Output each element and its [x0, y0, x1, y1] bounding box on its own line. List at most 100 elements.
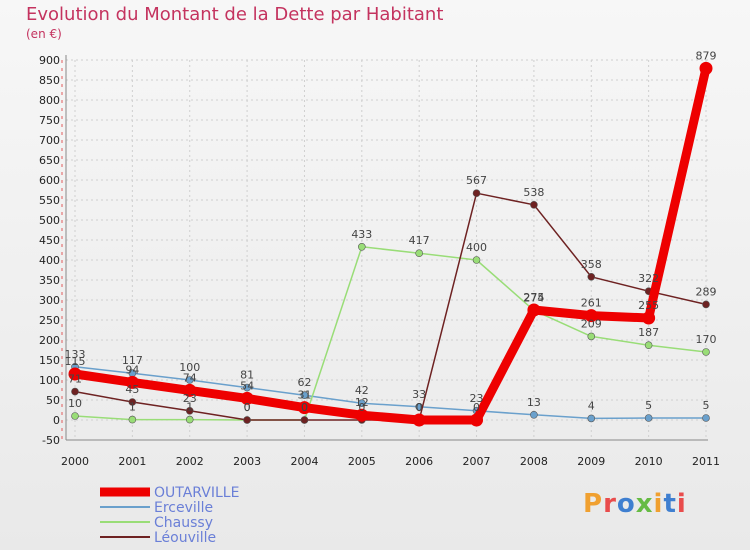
y-tick-label: 0	[53, 414, 60, 427]
data-label: 289	[696, 285, 717, 298]
data-point	[530, 201, 538, 209]
data-label: 45	[125, 383, 139, 396]
data-label: 170	[696, 333, 717, 346]
data-point	[584, 309, 598, 323]
y-tick-label: 300	[39, 294, 60, 307]
data-label: 10	[68, 397, 82, 410]
data-label: 81	[240, 369, 254, 382]
data-label: 23	[470, 392, 484, 405]
y-tick-label: 450	[39, 234, 60, 247]
data-label: 0	[416, 401, 423, 414]
data-point	[71, 412, 79, 420]
y-tick-label: 100	[39, 374, 60, 387]
data-label: 13	[527, 396, 541, 409]
legend-label: Erceville	[154, 500, 213, 516]
data-label: 115	[65, 355, 86, 368]
data-label: 23	[183, 392, 197, 405]
data-point	[128, 398, 137, 406]
x-tick-label: 2006	[405, 455, 433, 468]
data-point	[300, 391, 309, 400]
y-tick-label: 750	[39, 114, 60, 127]
data-label: 0	[301, 401, 308, 414]
data-point	[415, 249, 423, 257]
x-tick-label: 2001	[118, 455, 146, 468]
data-label: 255	[638, 299, 659, 312]
data-label: 31	[297, 389, 311, 402]
data-label: 0	[473, 401, 480, 414]
x-tick-label: 2007	[463, 455, 491, 468]
data-point	[644, 414, 653, 422]
data-label: 209	[581, 317, 602, 330]
y-tick-label: 700	[39, 134, 60, 147]
data-label: 5	[645, 399, 652, 412]
y-tick-label: 800	[39, 94, 60, 107]
y-tick-label: 600	[39, 174, 60, 187]
x-tick-label: 2011	[692, 455, 720, 468]
y-tick-label: 50	[46, 394, 60, 407]
data-label: 0	[358, 401, 365, 414]
data-point	[71, 387, 79, 396]
series-line-chaussy	[74, 246, 707, 421]
data-point	[185, 406, 194, 415]
data-point	[243, 383, 251, 392]
data-label: 4	[588, 399, 595, 412]
data-label: 538	[523, 186, 544, 199]
data-point	[240, 391, 254, 405]
data-label: 62	[297, 376, 311, 389]
chart-title: Evolution du Montant de la Dette par Hab…	[26, 4, 444, 25]
y-tick-label: 650	[39, 154, 60, 167]
data-point	[125, 375, 139, 389]
data-label: 261	[581, 297, 602, 310]
x-tick-label: 2004	[290, 455, 318, 468]
data-point	[587, 414, 596, 423]
data-point	[243, 416, 251, 424]
data-point	[472, 256, 481, 264]
x-tick-label: 2009	[577, 455, 605, 468]
data-label: 274	[523, 291, 544, 304]
x-tick-label: 2008	[520, 455, 548, 468]
data-label: 42	[355, 384, 369, 397]
data-point	[412, 413, 426, 427]
series-line-outarville	[70, 63, 711, 425]
x-tick-label: 2003	[233, 455, 261, 468]
data-point	[642, 311, 656, 325]
data-label: 417	[409, 234, 430, 247]
data-point	[644, 341, 653, 350]
data-label: 400	[466, 241, 487, 254]
y-tick-label: 900	[39, 54, 60, 67]
data-point	[128, 415, 137, 424]
data-point	[587, 332, 596, 341]
data-point	[530, 410, 538, 419]
data-label: 879	[696, 49, 717, 62]
legend-label: OUTARVILLE	[154, 485, 239, 501]
y-tick-label: -50	[42, 434, 60, 447]
data-label: 71	[68, 373, 82, 386]
data-label: 0	[244, 401, 251, 414]
data-point	[185, 415, 194, 424]
data-label: 187	[638, 326, 659, 339]
series-line-erceville	[74, 366, 707, 420]
x-tick-label: 2002	[176, 455, 204, 468]
data-point	[470, 413, 484, 427]
data-label: 275	[523, 291, 544, 304]
x-tick-label: 2000	[61, 455, 89, 468]
data-label: 117	[122, 354, 143, 367]
data-point	[527, 303, 541, 317]
data-label: 100	[179, 361, 200, 374]
chart-unit-label: (en €)	[26, 27, 62, 41]
data-point	[300, 416, 309, 424]
y-tick-label: 350	[39, 274, 60, 287]
data-point	[702, 414, 710, 422]
data-label: 1	[186, 401, 193, 414]
data-point	[699, 61, 713, 75]
y-tick-label: 200	[39, 334, 60, 347]
data-label: 0	[301, 401, 308, 414]
data-label: 322	[638, 272, 659, 285]
legend-label: Chaussy	[154, 515, 213, 531]
data-point	[68, 367, 82, 381]
data-label: 0	[244, 401, 251, 414]
y-tick-label: 250	[39, 314, 60, 327]
data-point	[587, 272, 596, 281]
